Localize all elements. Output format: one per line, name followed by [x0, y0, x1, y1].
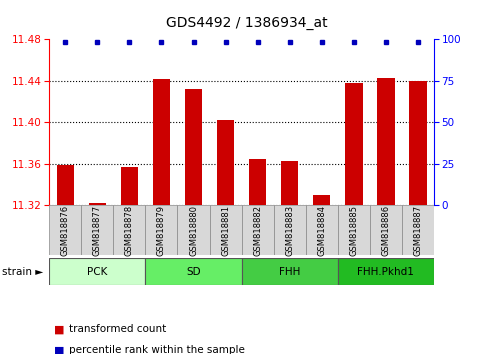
- Bar: [210, 205, 242, 255]
- Text: GSM818879: GSM818879: [157, 205, 166, 256]
- Text: GSM818881: GSM818881: [221, 205, 230, 256]
- Bar: [49, 205, 81, 255]
- Bar: [370, 205, 402, 255]
- Bar: [57, 165, 74, 205]
- Bar: [89, 203, 106, 205]
- Text: strain ►: strain ►: [2, 267, 44, 277]
- Text: GSM818882: GSM818882: [253, 205, 262, 256]
- Bar: [185, 89, 202, 205]
- Text: percentile rank within the sample: percentile rank within the sample: [69, 346, 245, 354]
- Bar: [121, 167, 138, 205]
- Bar: [338, 205, 370, 255]
- Bar: [153, 80, 170, 205]
- Text: GSM818880: GSM818880: [189, 205, 198, 256]
- Text: GSM818883: GSM818883: [285, 205, 294, 256]
- Bar: [81, 205, 113, 255]
- Text: ■: ■: [54, 346, 65, 354]
- Bar: [281, 161, 298, 205]
- Bar: [145, 258, 242, 285]
- Text: GSM818884: GSM818884: [317, 205, 326, 256]
- Bar: [274, 205, 306, 255]
- Text: GSM818878: GSM818878: [125, 205, 134, 256]
- Bar: [217, 120, 234, 205]
- Bar: [409, 81, 426, 205]
- Text: PCK: PCK: [87, 267, 107, 277]
- Bar: [402, 205, 434, 255]
- Text: ■: ■: [54, 324, 65, 334]
- Bar: [377, 79, 394, 205]
- Bar: [177, 205, 210, 255]
- Text: FHH: FHH: [279, 267, 300, 277]
- Bar: [49, 258, 145, 285]
- Text: SD: SD: [186, 267, 201, 277]
- Bar: [242, 258, 338, 285]
- Bar: [113, 205, 145, 255]
- Text: GSM818876: GSM818876: [61, 205, 70, 256]
- Text: GSM818885: GSM818885: [349, 205, 358, 256]
- Text: GSM818877: GSM818877: [93, 205, 102, 256]
- Text: GDS4492 / 1386934_at: GDS4492 / 1386934_at: [166, 16, 327, 30]
- Bar: [313, 195, 330, 205]
- Bar: [345, 82, 362, 205]
- Bar: [145, 205, 177, 255]
- Bar: [306, 205, 338, 255]
- Bar: [338, 258, 434, 285]
- Text: FHH.Pkhd1: FHH.Pkhd1: [357, 267, 414, 277]
- Text: transformed count: transformed count: [69, 324, 166, 334]
- Bar: [249, 159, 266, 205]
- Text: GSM818886: GSM818886: [381, 205, 390, 256]
- Bar: [242, 205, 274, 255]
- Text: GSM818887: GSM818887: [413, 205, 423, 256]
